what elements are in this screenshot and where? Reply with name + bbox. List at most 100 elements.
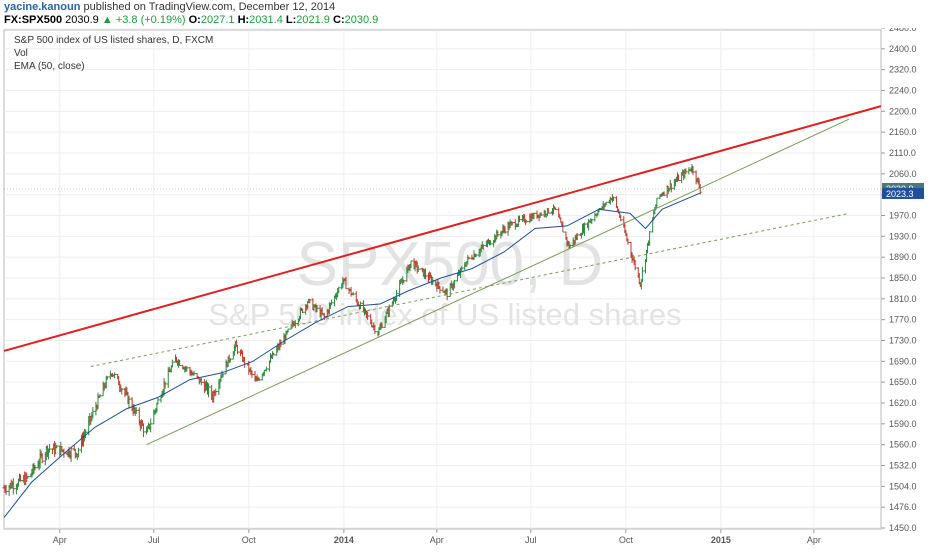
low-value: 2021.9: [296, 14, 330, 26]
x-axis[interactable]: Apr Jul Oct 2014 Apr Jul Oct 2015 Apr: [53, 529, 821, 545]
price-bar: [250, 370, 254, 378]
price-bar: [662, 191, 666, 196]
low-label: L:: [285, 14, 297, 26]
price-bar: [127, 395, 131, 409]
chart-header: yacine.kanoun published on TradingView.c…: [0, 0, 932, 28]
y-tick-label: 1730.0: [889, 336, 917, 346]
price-bar: [315, 304, 319, 313]
price-bar: [380, 322, 384, 328]
price-bar: [423, 268, 427, 280]
price-bar: [438, 286, 442, 294]
y-tick-label: 1770.0: [889, 315, 917, 325]
resistance-trendline: [3, 105, 882, 352]
price-bar: [467, 256, 471, 260]
triangle-up-icon: ▲: [101, 14, 113, 26]
price-bar: [669, 183, 673, 193]
plot-area[interactable]: [3, 29, 882, 530]
open-label: O:: [188, 14, 201, 26]
price-bar: [55, 445, 59, 449]
price-bar: [228, 358, 232, 363]
symbol[interactable]: FX:SPX500: [4, 14, 63, 26]
price-bar: [489, 240, 493, 246]
price-bar: [40, 453, 44, 464]
ema-series: [3, 192, 701, 518]
price-bar: [286, 328, 290, 333]
price-bar: [199, 377, 203, 386]
price-bar: [98, 394, 102, 398]
y-tick-label: 2200.0: [889, 106, 917, 116]
y-tick-label: 1532.0: [889, 461, 917, 471]
y-tick-label: 1476.0: [889, 502, 917, 512]
legend-title: S&P 500 index of US listed shares, D, FX…: [14, 35, 213, 46]
price-bar: [517, 215, 521, 223]
watermark-description: S&P 500 index of US listed shares: [208, 297, 681, 332]
chart-frame[interactable]: SPX500, D S&P 500 index of US listed sha…: [0, 23, 932, 550]
support-trendline: [146, 118, 850, 446]
price-bar: [619, 214, 623, 222]
price-bar: [163, 381, 167, 389]
x-tick-label: Apr: [430, 535, 444, 545]
price-labels: 2030.9 2023.3: [882, 182, 924, 199]
ema-line: [3, 192, 701, 518]
price-bar: [120, 387, 124, 395]
price-bar: [554, 207, 558, 211]
price-bar: [272, 352, 276, 356]
y-tick-label: 1810.0: [889, 294, 917, 304]
published-text: published on TradingView.com, December 1…: [83, 1, 336, 13]
high-label: H:: [237, 14, 250, 26]
price-bar: [395, 289, 399, 302]
price-bar: [373, 324, 377, 334]
y-tick-label: 1930.0: [889, 231, 917, 241]
price-bar: [185, 366, 189, 372]
price-bar: [329, 299, 333, 306]
y-axis[interactable]: 1450.0 1476.0 1504.0 1532.0 1560.0 1590.0 1620…: [881, 23, 917, 533]
price-bar: [445, 288, 449, 301]
close-label: C:: [333, 14, 345, 26]
price-bar: [525, 220, 529, 223]
legend-vol[interactable]: Vol: [14, 48, 28, 59]
price-bar: [539, 212, 543, 217]
y-tick-label: 2240.0: [889, 86, 917, 96]
price-bar: [149, 418, 153, 433]
grid: [4, 27, 881, 529]
trendlines: [3, 105, 882, 446]
price-bar: [19, 474, 23, 482]
price-bar: [11, 478, 15, 495]
price-bar: [257, 377, 261, 381]
price-bar: [677, 174, 681, 182]
x-tick-label: 2014: [334, 535, 354, 545]
price-bar: [69, 446, 73, 462]
price-bar: [510, 221, 514, 226]
price-bar: [633, 259, 637, 271]
open-value: 2027.1: [200, 14, 235, 26]
price-bar: [611, 196, 615, 202]
y-tick-label: 2160.0: [889, 127, 917, 137]
price-chart[interactable]: SPX500, D S&P 500 index of US listed sha…: [0, 23, 932, 550]
y-tick-label: 2480.0: [889, 28, 917, 33]
price-bar: [235, 344, 239, 355]
y-tick-label: 1970.0: [889, 211, 917, 221]
price-bar: [337, 286, 341, 294]
price-bar: [113, 372, 117, 379]
legend-ema[interactable]: EMA (50, close): [14, 61, 85, 72]
y-tick-label: 1450.0: [889, 523, 917, 533]
price-bar: [170, 359, 174, 368]
price-bar: [698, 184, 702, 195]
price-bar: [91, 406, 95, 419]
close-value: 2030.9: [344, 14, 379, 26]
price-bar: [387, 304, 391, 317]
price-bar: [76, 447, 80, 458]
price-bar: [481, 244, 485, 250]
y-tick-label: 1690.0: [889, 356, 917, 366]
price-bar: [590, 218, 594, 225]
price-bar: [134, 406, 138, 414]
author-link[interactable]: yacine.kanoun: [4, 1, 81, 13]
price-bar: [178, 359, 182, 366]
y-tick-label: 1650.0: [889, 377, 917, 387]
y-tick-label: 1850.0: [889, 273, 917, 283]
legend: S&P 500 index of US listed shares, D, FX…: [14, 35, 213, 72]
price-bar: [26, 475, 30, 479]
price-bar: [351, 291, 355, 296]
price-bar: [308, 299, 312, 304]
x-tick-label: Jul: [525, 535, 537, 545]
